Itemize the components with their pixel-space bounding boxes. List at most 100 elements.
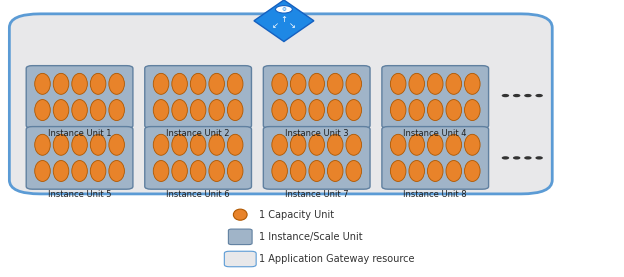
FancyBboxPatch shape	[382, 127, 489, 189]
Ellipse shape	[391, 134, 406, 155]
Ellipse shape	[409, 160, 424, 181]
Polygon shape	[254, 0, 314, 42]
Ellipse shape	[446, 99, 462, 120]
Text: Instance Unit 5: Instance Unit 5	[48, 190, 111, 199]
Ellipse shape	[154, 73, 169, 94]
Ellipse shape	[90, 99, 106, 120]
Ellipse shape	[172, 99, 187, 120]
Ellipse shape	[35, 134, 51, 155]
FancyBboxPatch shape	[145, 127, 251, 189]
Ellipse shape	[446, 160, 462, 181]
Ellipse shape	[53, 99, 69, 120]
Ellipse shape	[233, 209, 247, 220]
Ellipse shape	[272, 160, 288, 181]
Ellipse shape	[227, 134, 243, 155]
Ellipse shape	[272, 73, 288, 94]
Ellipse shape	[154, 134, 169, 155]
Ellipse shape	[328, 160, 343, 181]
Ellipse shape	[328, 99, 343, 120]
Ellipse shape	[309, 73, 324, 94]
Text: 1 Capacity Unit: 1 Capacity Unit	[259, 210, 334, 220]
Ellipse shape	[464, 160, 480, 181]
Ellipse shape	[154, 160, 169, 181]
Circle shape	[524, 94, 532, 97]
Circle shape	[513, 94, 520, 97]
Ellipse shape	[35, 99, 51, 120]
Text: Instance Unit 7: Instance Unit 7	[285, 190, 348, 199]
Ellipse shape	[172, 134, 187, 155]
Ellipse shape	[53, 134, 69, 155]
FancyBboxPatch shape	[26, 66, 133, 128]
Ellipse shape	[172, 160, 187, 181]
Ellipse shape	[427, 73, 443, 94]
FancyBboxPatch shape	[145, 66, 251, 128]
Text: Instance Unit 1: Instance Unit 1	[48, 129, 111, 138]
Text: 1 Instance/Scale Unit: 1 Instance/Scale Unit	[259, 232, 363, 242]
Circle shape	[535, 156, 543, 160]
Ellipse shape	[328, 134, 343, 155]
Text: 1 Application Gateway resource: 1 Application Gateway resource	[259, 254, 414, 264]
Text: ↙: ↙	[272, 21, 280, 30]
Ellipse shape	[391, 99, 406, 120]
Ellipse shape	[290, 73, 306, 94]
Ellipse shape	[290, 99, 306, 120]
Ellipse shape	[172, 73, 187, 94]
Circle shape	[524, 156, 532, 160]
Ellipse shape	[391, 160, 406, 181]
Text: ⚙: ⚙	[281, 7, 286, 12]
Ellipse shape	[72, 134, 87, 155]
Ellipse shape	[209, 73, 225, 94]
Ellipse shape	[53, 160, 69, 181]
Ellipse shape	[391, 73, 406, 94]
Ellipse shape	[72, 73, 87, 94]
Ellipse shape	[90, 134, 106, 155]
Circle shape	[502, 156, 509, 160]
Ellipse shape	[90, 73, 106, 94]
Ellipse shape	[227, 160, 243, 181]
Ellipse shape	[409, 134, 424, 155]
Ellipse shape	[309, 99, 324, 120]
FancyBboxPatch shape	[382, 66, 489, 128]
Ellipse shape	[427, 160, 443, 181]
Ellipse shape	[209, 99, 225, 120]
Ellipse shape	[35, 160, 51, 181]
FancyBboxPatch shape	[26, 127, 133, 189]
Ellipse shape	[409, 99, 424, 120]
Ellipse shape	[209, 134, 225, 155]
Ellipse shape	[446, 73, 462, 94]
Ellipse shape	[190, 160, 206, 181]
FancyBboxPatch shape	[225, 251, 256, 267]
Text: Instance Unit 3: Instance Unit 3	[285, 129, 348, 138]
FancyBboxPatch shape	[228, 229, 252, 245]
Ellipse shape	[35, 73, 51, 94]
Ellipse shape	[227, 99, 243, 120]
Circle shape	[502, 94, 509, 97]
Ellipse shape	[464, 99, 480, 120]
FancyBboxPatch shape	[263, 127, 370, 189]
Ellipse shape	[272, 99, 288, 120]
Ellipse shape	[464, 134, 480, 155]
Ellipse shape	[290, 160, 306, 181]
Text: Instance Unit 4: Instance Unit 4	[404, 129, 467, 138]
Text: Instance Unit 2: Instance Unit 2	[167, 129, 230, 138]
Ellipse shape	[227, 73, 243, 94]
Ellipse shape	[53, 73, 69, 94]
Ellipse shape	[290, 134, 306, 155]
Ellipse shape	[209, 160, 225, 181]
FancyBboxPatch shape	[9, 14, 552, 194]
Ellipse shape	[154, 99, 169, 120]
Ellipse shape	[109, 73, 124, 94]
Ellipse shape	[72, 160, 87, 181]
Text: ↘: ↘	[288, 21, 296, 30]
Ellipse shape	[346, 134, 361, 155]
Ellipse shape	[427, 99, 443, 120]
Ellipse shape	[90, 160, 106, 181]
Ellipse shape	[346, 160, 361, 181]
Text: Instance Unit 8: Instance Unit 8	[404, 190, 467, 199]
Circle shape	[513, 156, 520, 160]
Text: ↑: ↑	[280, 15, 288, 24]
Ellipse shape	[190, 134, 206, 155]
Ellipse shape	[409, 73, 424, 94]
Ellipse shape	[109, 99, 124, 120]
Ellipse shape	[109, 134, 124, 155]
